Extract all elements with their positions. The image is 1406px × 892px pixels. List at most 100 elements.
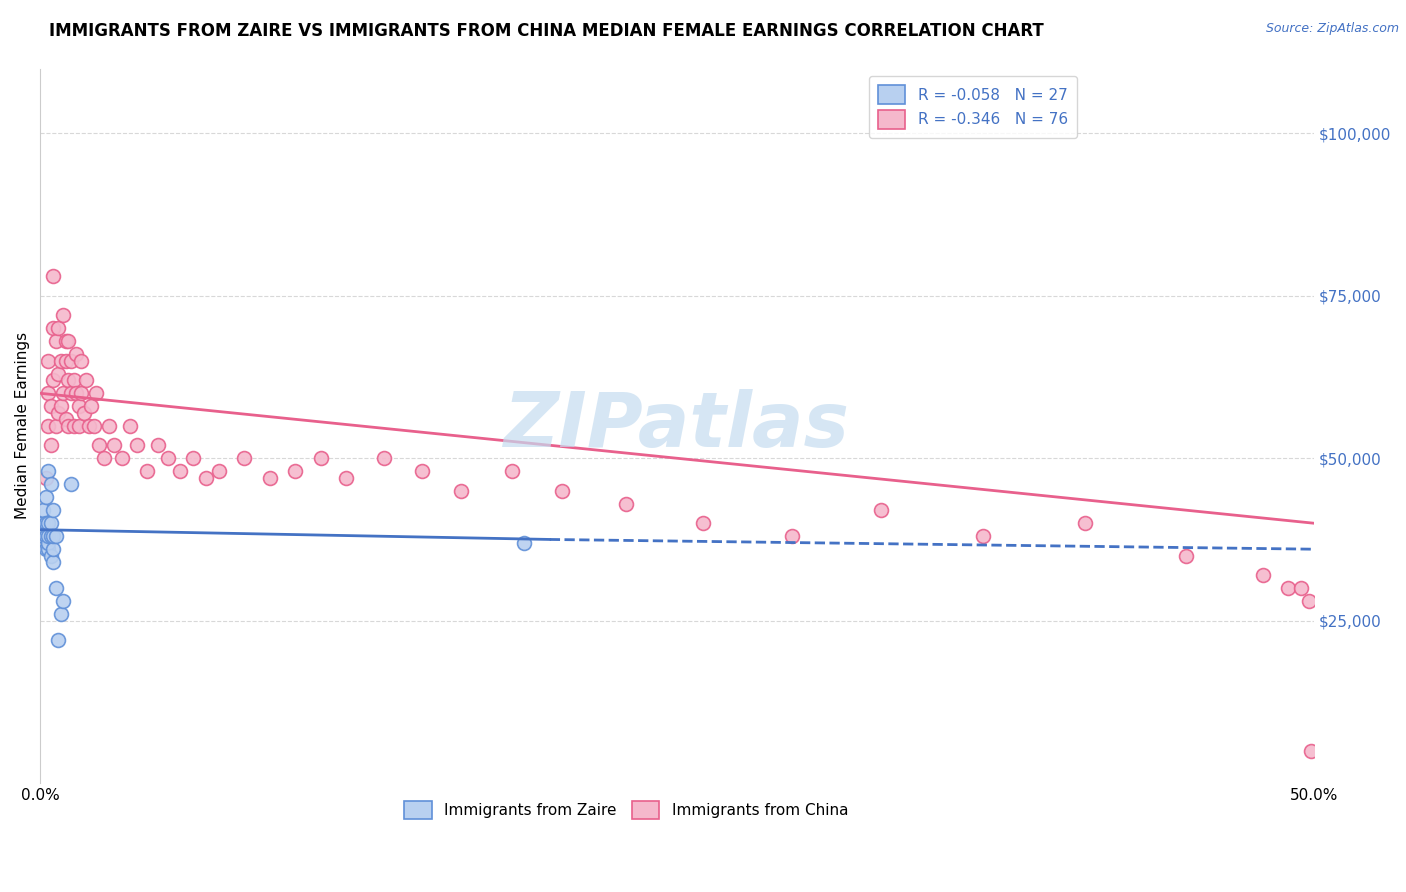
Point [46, 633, 69, 648]
Point [34, 516, 56, 531]
Point [450, 483, 472, 498]
Point [127, 438, 149, 452]
Point [501, 464, 523, 478]
Point [34, 542, 56, 557]
Point [87, 438, 110, 452]
Point [37, 542, 59, 557]
Point [42, 321, 65, 335]
Point [373, 451, 395, 466]
Point [1073, 516, 1095, 531]
Point [37, 418, 59, 433]
Point [39, 438, 62, 452]
Point [55, 334, 77, 349]
Point [233, 451, 256, 466]
Point [1301, 743, 1323, 757]
Point [52, 594, 75, 608]
Point [118, 418, 141, 433]
Point [45, 529, 67, 543]
Point [65, 347, 87, 361]
Point [34, 529, 56, 543]
Point [42, 555, 65, 569]
Point [46, 367, 69, 381]
Point [614, 497, 637, 511]
Point [62, 373, 84, 387]
Point [284, 464, 307, 478]
Point [45, 418, 67, 433]
Point [58, 334, 80, 349]
Point [59, 354, 82, 368]
Point [70, 354, 93, 368]
Point [58, 373, 80, 387]
Point [1251, 568, 1274, 582]
Point [37, 535, 59, 549]
Point [75, 373, 97, 387]
Point [1277, 581, 1299, 595]
Point [98, 418, 121, 433]
Point [46, 321, 69, 335]
Point [32, 529, 55, 543]
Point [692, 516, 714, 531]
Point [42, 373, 65, 387]
Legend: Immigrants from Zaire, Immigrants from China: Immigrants from Zaire, Immigrants from C… [398, 795, 853, 825]
Point [39, 529, 62, 543]
Point [39, 549, 62, 563]
Point [49, 354, 72, 368]
Point [39, 477, 62, 491]
Point [65, 386, 87, 401]
Point [111, 451, 134, 466]
Point [52, 309, 75, 323]
Point [45, 581, 67, 595]
Point [32, 503, 55, 517]
Point [411, 464, 433, 478]
Point [42, 269, 65, 284]
Point [32, 516, 55, 531]
Point [551, 483, 574, 498]
Point [46, 406, 69, 420]
Point [37, 354, 59, 368]
Point [80, 399, 103, 413]
Point [42, 542, 65, 557]
Point [37, 386, 59, 401]
Point [194, 471, 217, 485]
Point [42, 503, 65, 517]
Point [86, 386, 108, 401]
Text: IMMIGRANTS FROM ZAIRE VS IMMIGRANTS FROM CHINA MEDIAN FEMALE EARNINGS CORRELATIO: IMMIGRANTS FROM ZAIRE VS IMMIGRANTS FROM… [49, 22, 1045, 40]
Point [34, 490, 56, 504]
Point [869, 503, 891, 517]
Point [55, 354, 77, 368]
Point [1175, 549, 1198, 563]
Point [67, 418, 90, 433]
Point [1298, 594, 1320, 608]
Point [103, 438, 125, 452]
Point [67, 399, 90, 413]
Point [59, 386, 82, 401]
Point [58, 418, 80, 433]
Point [59, 477, 82, 491]
Point [49, 399, 72, 413]
Point [73, 406, 96, 420]
Point [77, 418, 100, 433]
Point [208, 464, 231, 478]
Point [83, 418, 105, 433]
Point [49, 607, 72, 622]
Point [39, 516, 62, 531]
Text: ZIPatlas: ZIPatlas [505, 389, 851, 463]
Point [37, 516, 59, 531]
Text: Source: ZipAtlas.com: Source: ZipAtlas.com [1265, 22, 1399, 36]
Point [259, 471, 281, 485]
Point [39, 399, 62, 413]
Point [93, 451, 115, 466]
Point [972, 529, 994, 543]
Point [169, 464, 191, 478]
Point [45, 334, 67, 349]
Y-axis label: Median Female Earnings: Median Female Earnings [15, 332, 30, 519]
Point [37, 464, 59, 478]
Point [34, 471, 56, 485]
Point [309, 451, 332, 466]
Point [42, 529, 65, 543]
Point [146, 438, 169, 452]
Point [52, 386, 75, 401]
Point [156, 451, 179, 466]
Point [136, 464, 159, 478]
Point [55, 412, 77, 426]
